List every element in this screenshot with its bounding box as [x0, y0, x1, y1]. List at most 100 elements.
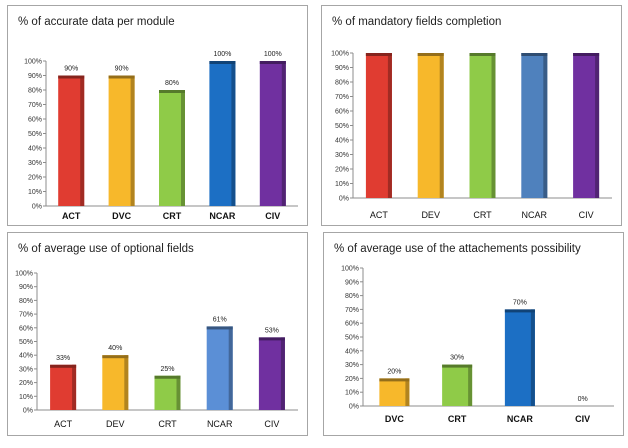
data-label: 25% — [160, 366, 174, 373]
category-label: DVC — [112, 211, 132, 221]
bar — [159, 90, 185, 206]
bar-cap — [259, 61, 286, 64]
y-tick-label: 50% — [335, 123, 349, 130]
bar — [521, 53, 548, 198]
y-tick-label: 30% — [335, 152, 349, 159]
y-tick-label: 70% — [19, 312, 33, 319]
y-tick-label: 80% — [28, 88, 42, 95]
bar — [504, 309, 535, 406]
bar-cap — [154, 375, 181, 379]
y-tick-label: 70% — [335, 94, 349, 101]
y-tick-label: 50% — [345, 335, 359, 342]
bar-shade — [405, 378, 410, 406]
bar — [379, 378, 410, 406]
bar-shade — [543, 53, 548, 198]
y-tick-label: 0% — [23, 408, 33, 415]
bar — [102, 355, 129, 410]
y-tick-label: 40% — [345, 348, 359, 355]
y-tick-label: 50% — [19, 339, 33, 346]
category-label: ACT — [370, 210, 389, 220]
bar — [258, 337, 285, 410]
category-label: CIV — [264, 419, 279, 429]
y-tick-label: 100% — [15, 271, 33, 278]
chart-plot: 0% 10% 20% 30% 40% 50% 60% 70% 80% 90% 100% ACT 90% D… — [24, 51, 298, 221]
y-tick-label: 10% — [19, 394, 33, 401]
bar — [108, 75, 135, 206]
category-label: CIV — [265, 211, 280, 221]
bar — [154, 375, 181, 410]
bar-cap — [504, 309, 535, 313]
bar-cap — [159, 90, 185, 93]
data-label: 20% — [387, 368, 401, 375]
bar-shade — [80, 75, 85, 206]
data-label: 53% — [265, 327, 279, 334]
data-label: 70% — [513, 299, 527, 306]
bar-cap — [442, 364, 473, 368]
bar-shade — [439, 53, 444, 198]
bar-shade — [468, 364, 473, 406]
y-tick-label: 100% — [341, 266, 359, 273]
y-tick-label: 40% — [28, 146, 42, 153]
category-label: NCAR — [209, 211, 235, 221]
bar-cap — [573, 53, 600, 56]
chart-plot: 0% 10% 20% 30% 40% 50% 60% 70% 80% 90% 100% DVC 20% C… — [341, 266, 614, 424]
bar-shade — [530, 309, 535, 406]
bar-cap — [521, 53, 548, 56]
y-tick-label: 90% — [345, 279, 359, 286]
y-tick-label: 50% — [28, 131, 42, 138]
data-label: 61% — [213, 316, 227, 323]
category-label: NCAR — [522, 210, 548, 220]
bar — [58, 75, 85, 206]
category-label: NCAR — [507, 414, 533, 424]
category-label: CRT — [448, 414, 467, 424]
bar — [365, 53, 392, 198]
bar — [573, 53, 600, 198]
bar-cap — [258, 337, 285, 341]
chart-panel-accurate-data: % of accurate data per module 0% 10% 20% 30… — [7, 5, 308, 226]
y-tick-label: 20% — [345, 376, 359, 383]
data-label: 0% — [578, 396, 588, 403]
bar — [442, 364, 473, 406]
bar-cap — [417, 53, 444, 56]
category-label: CIV — [579, 210, 594, 220]
bar-cap — [379, 378, 410, 382]
bar-cap — [50, 364, 77, 368]
bar — [209, 61, 236, 206]
category-label: CRT — [158, 419, 177, 429]
y-tick-label: 60% — [19, 325, 33, 332]
bar-cap — [209, 61, 236, 64]
y-tick-label: 40% — [335, 138, 349, 145]
y-tick-label: 20% — [19, 380, 33, 387]
y-tick-label: 80% — [19, 298, 33, 305]
y-tick-label: 100% — [331, 51, 349, 58]
chart-plot: 0% 10% 20% 30% 40% 50% 60% 70% 80% 90% 100% ACT DEV C… — [331, 51, 612, 220]
bar-shade — [181, 90, 185, 206]
y-tick-label: 0% — [32, 204, 42, 211]
bar-cap — [469, 53, 496, 56]
chart-plot: 0% 10% 20% 30% 40% 50% 60% 70% 80% 90% 100% ACT 33% D… — [15, 271, 298, 429]
category-label: CRT — [163, 211, 182, 221]
chart-title: % of average use of the attachements pos… — [334, 243, 581, 255]
data-label: 100% — [264, 51, 282, 58]
y-tick-label: 20% — [28, 175, 42, 182]
bar-shade — [387, 53, 392, 198]
y-tick-label: 70% — [345, 307, 359, 314]
category-label: NCAR — [207, 419, 233, 429]
chart-title: % of average use of optional fields — [18, 243, 194, 255]
y-tick-label: 80% — [335, 80, 349, 87]
chart-title: % of mandatory fields completion — [332, 16, 502, 28]
y-tick-label: 10% — [345, 390, 359, 397]
bar-shade — [228, 326, 233, 410]
bar-shade — [124, 355, 129, 410]
bar-cap — [108, 75, 135, 79]
bar — [206, 326, 233, 410]
bar-shade — [72, 364, 77, 410]
bar-shade — [231, 61, 236, 206]
y-tick-label: 60% — [345, 321, 359, 328]
bar-shade — [281, 61, 286, 206]
bar — [50, 364, 77, 410]
y-tick-label: 80% — [345, 293, 359, 300]
category-label: CIV — [575, 414, 590, 424]
data-label: 90% — [115, 66, 129, 73]
category-label: ACT — [62, 211, 81, 221]
